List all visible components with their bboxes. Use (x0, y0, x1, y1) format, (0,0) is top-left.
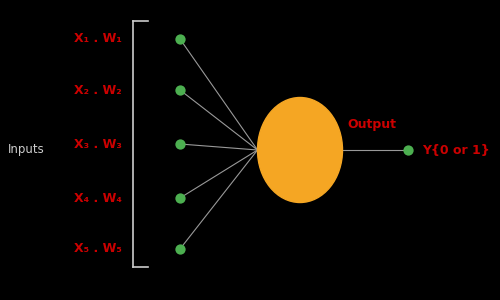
Text: X₂ . W₂: X₂ . W₂ (74, 83, 122, 97)
Point (176, 37, 184, 41)
Text: X₅ . W₅: X₅ . W₅ (74, 242, 122, 256)
Point (404, 148, 411, 152)
Point (176, 247, 184, 251)
Ellipse shape (258, 98, 342, 202)
Point (176, 142, 184, 146)
Point (176, 196, 184, 200)
Text: X₃ . W₃: X₃ . W₃ (74, 137, 122, 151)
Text: X₄ . W₄: X₄ . W₄ (74, 191, 122, 205)
Text: Inputs: Inputs (8, 143, 44, 157)
Text: X₁ . W₁: X₁ . W₁ (74, 32, 122, 46)
Text: Y{0 or 1}: Y{0 or 1} (422, 143, 490, 157)
Text: Output: Output (348, 118, 397, 130)
Point (176, 88, 184, 92)
